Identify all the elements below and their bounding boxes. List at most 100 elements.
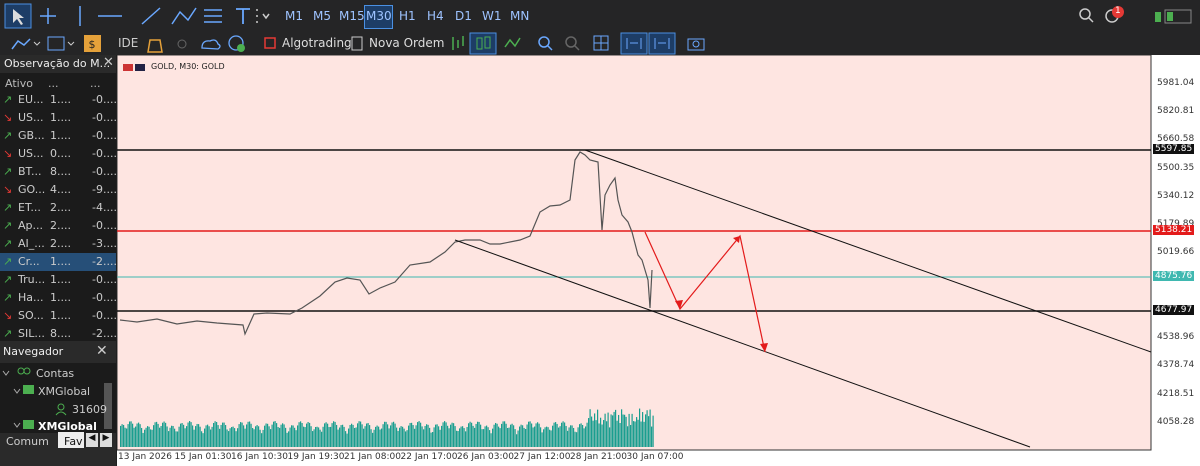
symbol-row[interactable]: ↗ SIL... 8.... -2.... bbox=[0, 325, 117, 343]
symbol-cell: 1.... bbox=[50, 93, 71, 106]
algotrading-button[interactable]: Algotrading bbox=[282, 36, 352, 50]
volume-bar bbox=[258, 426, 260, 447]
volume-bar bbox=[594, 413, 596, 447]
volume-bar bbox=[325, 422, 327, 447]
ide-button[interactable]: IDE bbox=[118, 36, 139, 50]
volume-bar bbox=[210, 429, 212, 447]
symbol-cell: -2.... bbox=[92, 255, 117, 268]
symbol-cell: -0.... bbox=[92, 273, 117, 286]
tab[interactable]: Comum bbox=[6, 435, 49, 448]
volume-bar bbox=[339, 427, 341, 447]
volume-bar bbox=[282, 423, 284, 447]
volume-bar bbox=[180, 423, 182, 447]
symbol-row[interactable]: ↗ AI_... 2.... -3.... bbox=[0, 235, 117, 253]
volume-bar bbox=[379, 429, 381, 447]
volume-bar bbox=[129, 421, 131, 447]
volume-bar bbox=[271, 424, 273, 447]
volume-bar bbox=[390, 425, 392, 447]
symbol-row[interactable]: ↗ ET... 2.... -4.... bbox=[0, 199, 117, 217]
volume-bar bbox=[256, 425, 258, 447]
volume-bar bbox=[142, 432, 144, 447]
symbol-row[interactable]: ↗ Tru... 1.... -0.... bbox=[0, 271, 117, 289]
scroll-left[interactable]: ◀ bbox=[86, 433, 98, 447]
symbol-row[interactable]: ↗ GB... 1.... -0.... bbox=[0, 127, 117, 145]
close-button[interactable]: ✕ bbox=[96, 343, 108, 359]
symbol-row[interactable]: ↘ GO... 4.... -9.... bbox=[0, 181, 117, 199]
timeframe-button[interactable]: M15 bbox=[339, 9, 365, 23]
volume-bar bbox=[568, 427, 570, 447]
volume-bar bbox=[483, 429, 485, 447]
volume-bar bbox=[171, 425, 173, 447]
volume-bar bbox=[165, 422, 167, 447]
timeframe-button[interactable]: H1 bbox=[399, 9, 416, 23]
volume-bar bbox=[292, 425, 294, 447]
symbol-row[interactable]: ↗ Ha... 1.... -0.... bbox=[0, 289, 117, 307]
scroll-right[interactable]: ▶ bbox=[100, 433, 112, 447]
timeframe-button[interactable]: M5 bbox=[313, 9, 331, 23]
price-label: 4378.74 bbox=[1157, 360, 1195, 370]
volume-bar bbox=[267, 423, 269, 447]
volume-bar bbox=[172, 425, 174, 447]
drawing-tools[interactable] bbox=[0, 0, 280, 32]
volume-bar bbox=[400, 426, 402, 447]
volume-bar bbox=[199, 426, 201, 447]
volume-bar bbox=[582, 424, 584, 447]
level-label: 4677.97 bbox=[1153, 305, 1195, 315]
volume-bar bbox=[528, 421, 530, 447]
timeframe-button[interactable]: M1 bbox=[285, 9, 303, 23]
symbol-row[interactable]: ↘ SO... 1.... -0.... bbox=[0, 307, 117, 325]
symbol-cell: -0.... bbox=[92, 147, 117, 160]
volume-bar bbox=[597, 409, 599, 447]
tree-item[interactable]: 31609 bbox=[72, 403, 107, 416]
volume-bar bbox=[630, 424, 632, 447]
volume-bar bbox=[234, 428, 236, 447]
volume-bar bbox=[286, 432, 288, 447]
time-label: 16 Jan 10:30 bbox=[231, 452, 288, 462]
volume-bar bbox=[211, 426, 213, 447]
new-order-button[interactable]: Nova Ordem bbox=[369, 36, 445, 50]
symbol-cell: EU... bbox=[18, 93, 44, 106]
timeframe-button[interactable]: D1 bbox=[455, 9, 472, 23]
volume-bar bbox=[135, 426, 137, 447]
volume-bar bbox=[453, 423, 455, 447]
volume-bar bbox=[402, 426, 404, 447]
symbol-row[interactable]: ↗ BT... 8.... -0.... bbox=[0, 163, 117, 181]
timeframe-button[interactable]: MN bbox=[510, 9, 530, 23]
volume-bar bbox=[525, 429, 527, 447]
timeframe-button[interactable]: W1 bbox=[482, 9, 502, 23]
volume-bar bbox=[559, 426, 561, 447]
symbol-row[interactable]: ↗ Cr... 1.... -2.... bbox=[0, 253, 117, 271]
volume-bar bbox=[222, 422, 224, 447]
volume-bar bbox=[310, 426, 312, 447]
volume-bar bbox=[327, 423, 329, 447]
symbol-cell: BT... bbox=[18, 165, 42, 178]
level-label: 4875.76 bbox=[1153, 271, 1195, 281]
volume-bar bbox=[376, 425, 378, 447]
volume-bar bbox=[478, 421, 480, 447]
volume-bar bbox=[615, 409, 617, 447]
tree-item[interactable]: XMGlobal bbox=[38, 420, 97, 433]
volume-bar bbox=[427, 424, 429, 447]
volume-bar bbox=[195, 426, 197, 447]
price-label: 4538.96 bbox=[1157, 332, 1195, 342]
trend-arrow: ↘ bbox=[3, 111, 13, 124]
tab[interactable]: Fav bbox=[64, 435, 83, 448]
volume-bar bbox=[517, 430, 519, 447]
volume-bar bbox=[606, 421, 608, 447]
timeframe-button[interactable]: H4 bbox=[427, 9, 444, 23]
volume-bar bbox=[375, 426, 377, 447]
volume-bar bbox=[343, 426, 345, 447]
close-button[interactable]: ✕ bbox=[103, 55, 114, 70]
volume-bar bbox=[316, 426, 318, 447]
volume-bar bbox=[561, 422, 563, 447]
volume-bar bbox=[228, 431, 230, 447]
tree-item[interactable]: Contas bbox=[36, 367, 75, 380]
symbol-row[interactable]: ↗ EU... 1.... -0.... bbox=[0, 91, 117, 109]
timeframe-button[interactable]: M30 bbox=[366, 9, 392, 23]
volume-bar bbox=[492, 428, 494, 447]
symbol-row[interactable]: ↘ US... 1.... -0.... bbox=[0, 109, 117, 127]
chart-window: GOLD, M30: GOLD 5981.04 5820.81 5660.58 550… bbox=[117, 55, 1200, 466]
symbol-row[interactable]: ↗ Ap... 2.... -0.... bbox=[0, 217, 117, 235]
tree-item[interactable]: XMGlobal bbox=[38, 385, 91, 398]
symbol-row[interactable]: ↘ US... 0.... -0.... bbox=[0, 145, 117, 163]
